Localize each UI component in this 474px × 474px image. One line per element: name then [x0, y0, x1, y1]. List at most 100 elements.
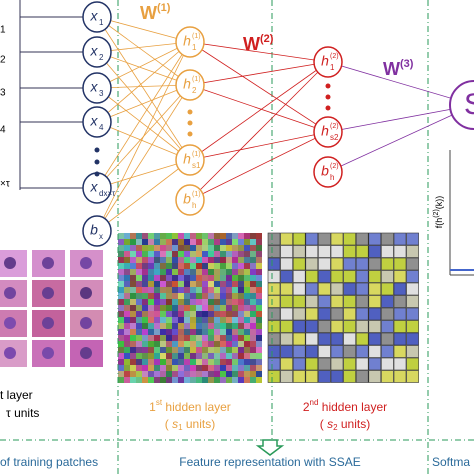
feature-cell	[160, 293, 166, 299]
feature-cell	[142, 353, 148, 359]
feature-tile	[330, 232, 344, 246]
feature-cell	[130, 323, 136, 329]
feature-cell	[208, 311, 214, 317]
feature-cell	[232, 275, 238, 281]
feature-cell	[172, 353, 178, 359]
feature-cell	[256, 341, 262, 347]
feature-cell	[124, 347, 130, 353]
feature-tile	[393, 370, 407, 383]
feature-cell	[226, 287, 232, 293]
link-w1	[96, 87, 191, 161]
feature-cell	[130, 299, 136, 305]
feature-cell	[220, 287, 226, 293]
feature-cell	[154, 353, 160, 359]
feature-cell	[244, 353, 250, 359]
feature-cell	[214, 329, 220, 335]
feature-cell	[220, 353, 226, 359]
feature-cell	[184, 239, 190, 245]
feature-cell	[214, 323, 220, 329]
feature-tile	[406, 245, 419, 258]
input-side-label: 4	[0, 125, 6, 136]
link-w2	[189, 61, 329, 86]
feature-cell	[178, 317, 184, 323]
link-w1	[96, 51, 191, 161]
feature-cell	[232, 323, 238, 329]
neuron-sub: x	[99, 232, 103, 241]
feature-cell	[148, 347, 154, 353]
feature-tile	[267, 282, 281, 296]
feature-cell	[148, 251, 154, 257]
feature-cell	[130, 275, 136, 281]
feature-cell	[142, 329, 148, 335]
feature-tile	[368, 332, 382, 346]
feature-cell	[232, 329, 238, 335]
feature-tile	[305, 345, 319, 358]
feature-tile	[292, 295, 306, 308]
feature-cell	[166, 329, 172, 335]
feature-tile	[305, 232, 319, 246]
feature-cell	[148, 263, 154, 269]
feature-cell	[202, 269, 208, 275]
feature-cell	[196, 257, 202, 263]
feature-cell	[130, 287, 136, 293]
feature-cell	[232, 293, 238, 299]
feature-cell	[256, 245, 262, 251]
feature-cell	[238, 287, 244, 293]
feature-cell	[130, 245, 136, 251]
feature-cell	[160, 245, 166, 251]
neuron-sup: (1)	[192, 191, 201, 198]
feature-tile	[292, 307, 306, 321]
feature-cell	[172, 239, 178, 245]
feature-cell	[118, 275, 124, 281]
feature-tile	[267, 245, 281, 258]
feature-tile	[280, 345, 293, 358]
feature-cell	[208, 263, 214, 269]
feature-cell	[118, 353, 124, 359]
feature-cell	[154, 311, 160, 317]
feature-cell	[208, 323, 214, 329]
feature-cell	[172, 311, 178, 317]
feature-tile	[330, 332, 344, 346]
feature-cell	[196, 329, 202, 335]
feature-cell	[208, 269, 214, 275]
feature-cell	[130, 365, 136, 371]
feature-cell	[244, 377, 250, 383]
feature-cell	[256, 347, 262, 353]
neuron-sup: (1)	[192, 76, 201, 83]
feature-tile	[318, 357, 331, 371]
feature-cell	[238, 377, 244, 383]
feature-cell	[184, 311, 190, 317]
feature-cell	[118, 335, 124, 341]
feature-cell	[202, 365, 208, 371]
feature-cell	[244, 335, 250, 341]
feature-cell	[178, 269, 184, 275]
feature-cell	[256, 239, 262, 245]
feature-tile	[355, 307, 369, 321]
feature-cell	[220, 347, 226, 353]
link-w2	[189, 41, 329, 63]
input-caption: t layer	[0, 388, 33, 402]
softmax-node	[449, 80, 474, 130]
patch-nucleus	[80, 257, 92, 269]
patch-nucleus	[42, 287, 54, 299]
feature-tile	[343, 332, 356, 346]
feature-cell	[214, 317, 220, 323]
feature-cell	[196, 299, 202, 305]
feature-cell	[154, 293, 160, 299]
feature-cell	[220, 335, 226, 341]
feature-cell	[130, 317, 136, 323]
feature-tile	[393, 307, 407, 321]
feature-cell	[226, 365, 232, 371]
feature-tile	[393, 320, 407, 333]
feature-cell	[256, 353, 262, 359]
link-w1	[96, 51, 191, 86]
neuron-sup: (2)	[330, 123, 339, 130]
feature-cell	[136, 281, 142, 287]
feature-cell	[238, 359, 244, 365]
feature-tile	[267, 257, 281, 271]
hidden-2-units: ( s2 units)	[320, 417, 370, 432]
feature-cell	[214, 335, 220, 341]
feature-tile	[280, 232, 293, 246]
feature-cell	[256, 329, 262, 335]
feature-cell	[130, 359, 136, 365]
